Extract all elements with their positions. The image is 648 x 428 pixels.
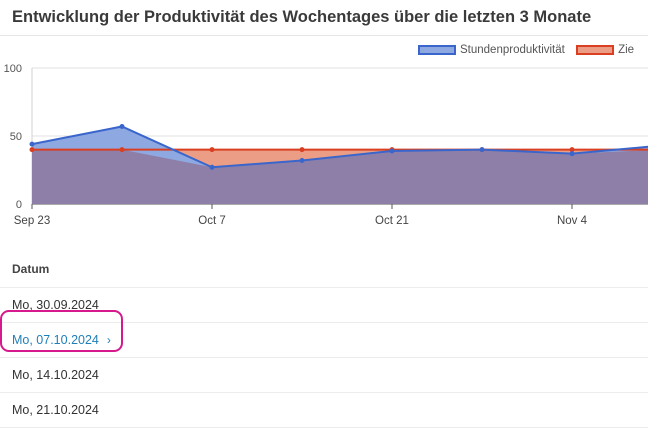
y-tick-label-100: 100 — [4, 63, 22, 75]
legend-swatch-ziel — [576, 45, 615, 55]
chevron-right-icon[interactable]: › — [106, 333, 111, 347]
table-row[interactable]: Mo, 30.09.2024 — [0, 288, 648, 323]
x-tick-label-0: Sep 23 — [14, 215, 50, 227]
y-tick-label-0: 0 — [16, 199, 22, 211]
legend-label-stundenproduktivitaet: Stundenproduktivität — [460, 44, 565, 56]
highlight-annotation — [0, 310, 123, 352]
point-ziel-0 — [29, 147, 35, 153]
table-row[interactable]: Mo, 21.10.2024 — [0, 393, 648, 428]
table-row[interactable]: Mo, 14.10.2024 — [0, 358, 648, 393]
legend-item-ziel[interactable]: Zie — [576, 44, 634, 56]
row-date: Mo, 14.10.2024 — [12, 368, 99, 382]
area-overlap — [32, 149, 648, 204]
point-ziel-6 — [569, 147, 575, 153]
legend-swatch-stundenproduktivitaet — [418, 45, 456, 55]
point-stundenproduktivitaet-4 — [389, 148, 395, 154]
legend-label-ziel: Zie — [618, 44, 635, 56]
point-stundenproduktivitaet-5 — [479, 147, 485, 153]
row-date: Mo, 21.10.2024 — [12, 403, 99, 417]
point-ziel-2 — [209, 147, 215, 153]
point-stundenproduktivitaet-1 — [119, 123, 125, 129]
row-date: Mo, 30.09.2024 — [12, 298, 99, 312]
table-row-link[interactable]: Mo, 07.10.2024 › — [0, 323, 648, 358]
title-divider — [0, 35, 648, 36]
point-stundenproduktivitaet-2 — [209, 164, 215, 170]
point-stundenproduktivitaet-6 — [569, 151, 575, 157]
line-stundenproduktivitaet — [31, 125, 648, 169]
legend-item-stundenproduktivitaet[interactable]: Stundenproduktivität — [418, 44, 565, 56]
point-stundenproduktivitaet-0 — [29, 141, 35, 147]
productivity-area-chart: 0 50 100 Sep 23 Oct 7 Oct 21 Nov 4 — [0, 36, 648, 240]
x-tick-label-1: Oct 7 — [198, 215, 225, 227]
x-tick-label-3: Nov 4 — [557, 215, 588, 227]
page-title: Entwicklung der Produktivität des Wochen… — [12, 8, 592, 26]
row-date-link[interactable]: Mo, 07.10.2024 — [12, 333, 99, 347]
y-tick-label-50: 50 — [10, 131, 22, 143]
table-header-datum[interactable]: Datum — [0, 250, 648, 288]
point-stundenproduktivitaet-3 — [299, 157, 305, 163]
x-tick-label-2: Oct 21 — [375, 215, 409, 227]
point-ziel-1 — [119, 147, 125, 153]
point-ziel-3 — [299, 147, 305, 153]
chart-legend[interactable]: Stundenproduktivität Zie — [418, 44, 642, 58]
